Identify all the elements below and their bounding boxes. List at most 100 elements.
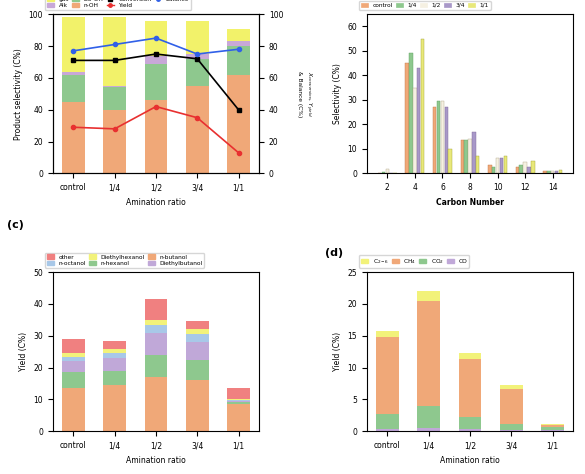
Legend: gas, Alk, iso-OH, n-OH, Conversion, Yield, Balance: gas, Alk, iso-OH, n-OH, Conversion, Yiel… [45, 0, 191, 9]
Bar [104, 371, 126, 385]
Bar [186, 86, 209, 173]
X-axis label: Amination ratio: Amination ratio [126, 456, 186, 465]
Bar [459, 353, 481, 359]
Bar [531, 161, 535, 173]
Bar [417, 291, 440, 301]
Legend: C$_{2-6}$, CH$_4$, CO$_2$, CO: C$_{2-6}$, CH$_4$, CO$_2$, CO [359, 255, 469, 268]
Bar [144, 325, 167, 333]
Bar [104, 385, 126, 431]
Bar [472, 132, 476, 173]
Bar [227, 400, 250, 401]
Bar [541, 427, 564, 430]
Bar [144, 55, 167, 64]
Bar [543, 172, 546, 173]
Bar [62, 388, 85, 431]
Bar [417, 68, 421, 173]
X-axis label: Amination ratio: Amination ratio [126, 198, 186, 207]
Bar [186, 329, 209, 334]
Bar [541, 424, 564, 425]
Bar [227, 75, 250, 173]
Bar [144, 333, 167, 355]
Bar [186, 20, 209, 54]
Bar [227, 401, 250, 402]
Bar [104, 110, 126, 173]
Bar [476, 156, 480, 173]
Bar [227, 402, 250, 404]
Bar [551, 171, 555, 173]
Bar [413, 88, 417, 173]
Bar [405, 63, 409, 173]
Text: (d): (d) [325, 248, 343, 258]
Bar [500, 430, 522, 431]
Bar [547, 171, 550, 173]
Bar [62, 102, 85, 173]
Bar [104, 341, 126, 348]
Y-axis label: Yield (C%): Yield (C%) [333, 332, 342, 371]
Bar [500, 157, 503, 173]
Bar [104, 358, 126, 371]
Bar [417, 406, 440, 428]
Bar [144, 64, 167, 100]
Bar [227, 28, 250, 41]
Bar [144, 299, 167, 320]
Bar [382, 172, 386, 173]
Bar [464, 140, 468, 173]
Bar [519, 165, 523, 173]
Y-axis label: Selectivity (C%): Selectivity (C%) [333, 64, 342, 124]
Bar [62, 353, 85, 356]
Bar [376, 337, 399, 413]
Legend: other, n-octanol, Diethylhexanol, n-hexanol, n-butanol, Diethylbutanol: other, n-octanol, Diethylhexanol, n-hexa… [45, 253, 204, 268]
X-axis label: Carbon Number: Carbon Number [436, 198, 504, 207]
Bar [62, 373, 85, 388]
Bar [186, 342, 209, 360]
Bar [527, 167, 531, 173]
Bar [441, 101, 444, 173]
Bar [62, 339, 85, 353]
Bar [410, 54, 413, 173]
Bar [144, 355, 167, 377]
Bar [541, 425, 564, 427]
Bar [144, 320, 167, 325]
Bar [445, 107, 448, 173]
Bar [449, 149, 452, 173]
Bar [186, 59, 209, 86]
Bar [227, 388, 250, 400]
Bar [459, 359, 481, 417]
Bar [500, 389, 522, 424]
Bar [62, 72, 85, 75]
Bar [376, 429, 399, 431]
Bar [460, 140, 464, 173]
Bar [227, 404, 250, 431]
Bar [227, 41, 250, 46]
Y-axis label: $X_{conversion}$, $Y_{yield}$
& Balance (C%): $X_{conversion}$, $Y_{yield}$ & Balance … [297, 71, 314, 117]
Bar [421, 39, 424, 173]
Bar [417, 301, 440, 406]
Bar [376, 413, 399, 429]
Bar [504, 156, 507, 173]
Bar [144, 377, 167, 431]
Bar [500, 424, 522, 430]
Bar [104, 18, 126, 86]
Bar [62, 75, 85, 102]
Bar [459, 417, 481, 429]
Bar [433, 107, 436, 173]
Bar [144, 100, 167, 173]
Bar [104, 353, 126, 358]
Bar [386, 169, 389, 173]
Bar [492, 167, 495, 173]
X-axis label: Amination ratio: Amination ratio [440, 456, 500, 465]
Bar [104, 86, 126, 88]
Bar [437, 101, 441, 173]
Bar [459, 429, 481, 431]
Bar [515, 167, 519, 173]
Bar [417, 428, 440, 431]
Legend: control, 1/4, 1/2, 3/4, 1/1: control, 1/4, 1/2, 3/4, 1/1 [359, 1, 491, 9]
Bar [376, 331, 399, 337]
Y-axis label: Product selectivity (C%): Product selectivity (C%) [14, 48, 23, 140]
Bar [227, 46, 250, 75]
Bar [186, 381, 209, 431]
Bar [104, 88, 126, 110]
Bar [468, 139, 472, 173]
Bar [186, 360, 209, 381]
Bar [488, 165, 491, 173]
